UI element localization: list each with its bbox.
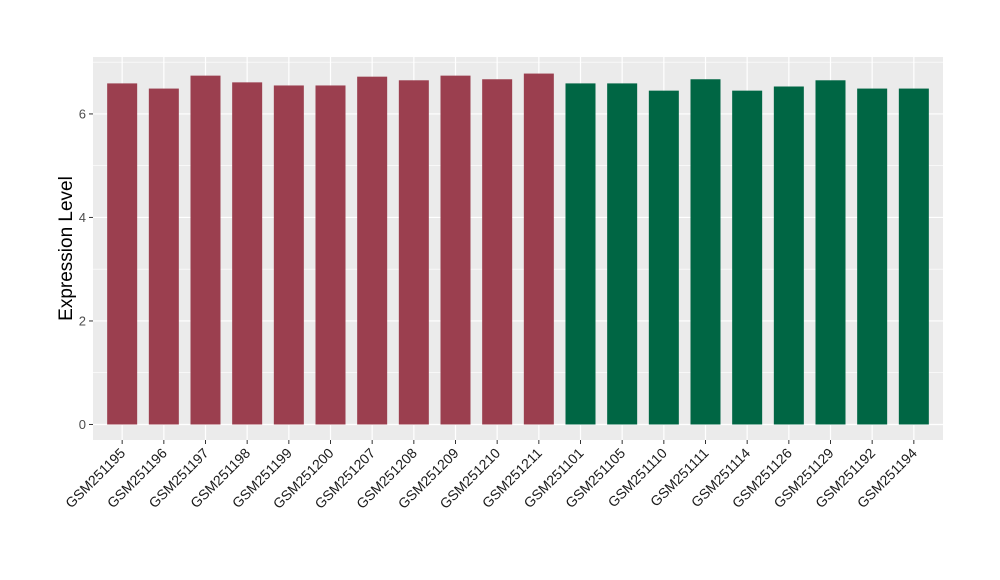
x-axis: GSM251195GSM251196GSM251197GSM251198GSM2… [62, 440, 920, 512]
bar-GSM251207 [357, 76, 388, 425]
bar-GSM251105 [607, 83, 638, 425]
y-tick-label: 6 [79, 106, 86, 121]
y-axis-title: Expression Level [56, 176, 77, 321]
y-tick-label: 4 [79, 210, 86, 225]
bar-GSM251194 [898, 88, 929, 425]
y-axis: 0 2 4 6 [79, 106, 93, 432]
bars [107, 73, 929, 425]
y-tick-label: 0 [79, 417, 86, 432]
bar-GSM251198 [232, 82, 263, 425]
bar-GSM251200 [315, 85, 346, 425]
bar-GSM251110 [648, 90, 679, 425]
bar-GSM251210 [482, 79, 513, 425]
bar-GSM251126 [773, 86, 804, 425]
bar-GSM251199 [273, 85, 304, 425]
bar-GSM251101 [565, 83, 596, 425]
bar-GSM251111 [690, 79, 721, 425]
bar-GSM251195 [107, 83, 138, 425]
bar-GSM251209 [440, 75, 471, 425]
bar-GSM251129 [815, 80, 846, 425]
bar-GSM251192 [857, 88, 888, 425]
bar-GSM251211 [523, 73, 554, 425]
bar-GSM251196 [148, 88, 179, 425]
bar-GSM251208 [398, 80, 429, 425]
bar-GSM251197 [190, 75, 221, 425]
bar-GSM251114 [732, 90, 763, 425]
y-tick-label: 2 [79, 313, 86, 328]
